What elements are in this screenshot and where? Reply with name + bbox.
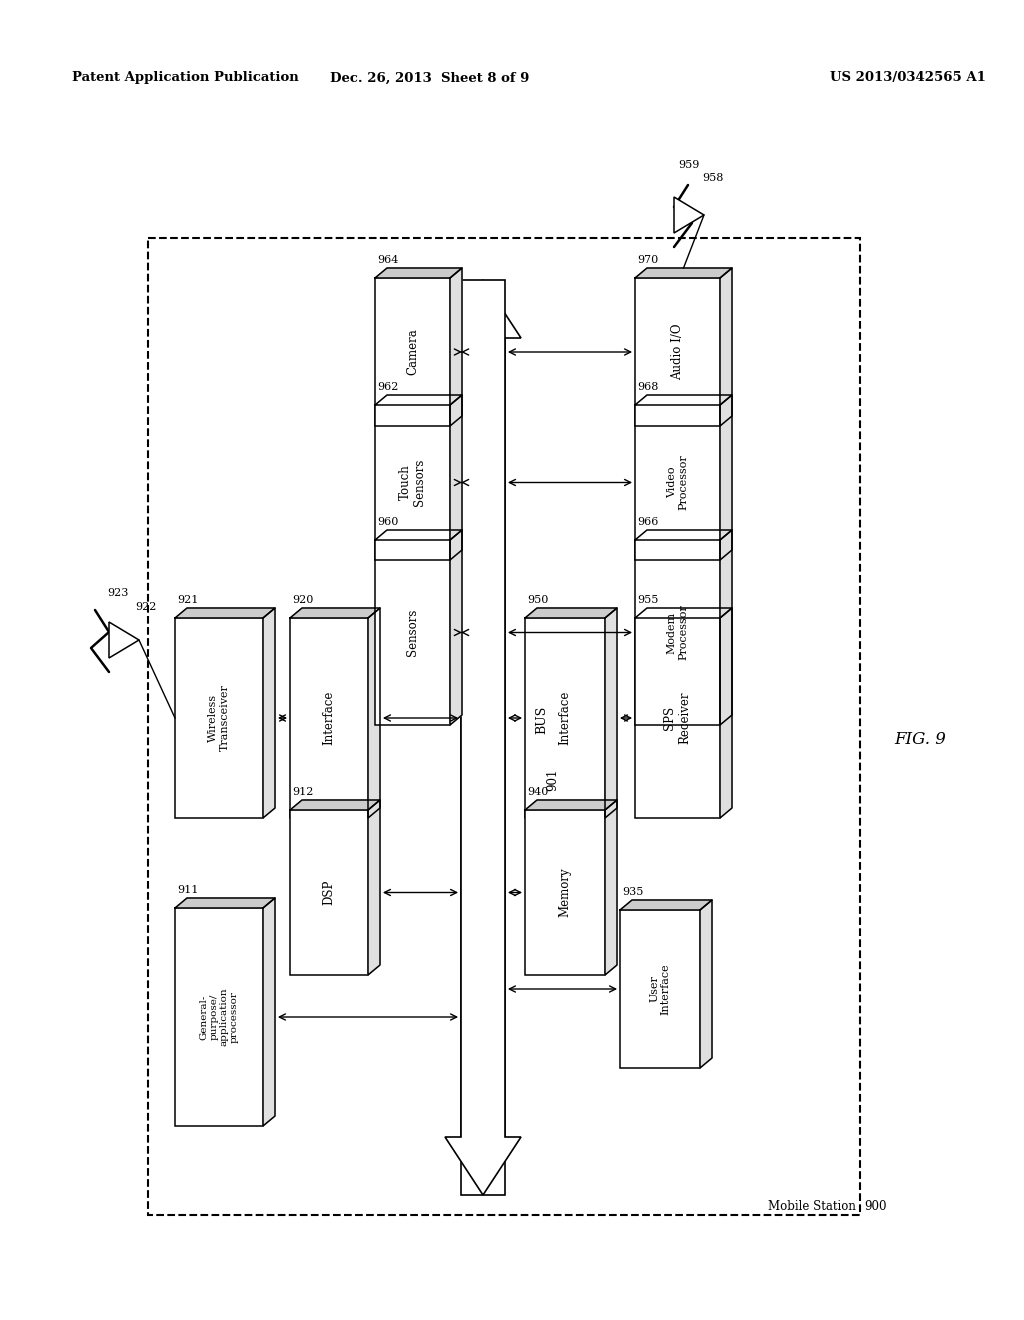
Text: 958: 958 bbox=[702, 173, 723, 183]
Text: FIG. 9: FIG. 9 bbox=[894, 731, 946, 748]
Polygon shape bbox=[635, 395, 732, 405]
Text: 923: 923 bbox=[106, 587, 128, 598]
Polygon shape bbox=[175, 609, 275, 618]
Text: 912: 912 bbox=[292, 787, 313, 797]
Polygon shape bbox=[450, 531, 462, 725]
Text: 960: 960 bbox=[377, 517, 398, 527]
Polygon shape bbox=[263, 898, 275, 1126]
Text: 921: 921 bbox=[177, 595, 199, 605]
Polygon shape bbox=[375, 395, 462, 405]
Polygon shape bbox=[635, 609, 732, 618]
Polygon shape bbox=[175, 898, 275, 908]
Polygon shape bbox=[720, 268, 732, 426]
Polygon shape bbox=[368, 609, 380, 818]
Text: 900: 900 bbox=[864, 1200, 887, 1213]
Bar bbox=[375, 405, 450, 560]
Bar bbox=[175, 618, 263, 818]
Polygon shape bbox=[290, 800, 380, 810]
Polygon shape bbox=[674, 197, 705, 234]
Polygon shape bbox=[525, 609, 617, 618]
Text: 940: 940 bbox=[527, 787, 549, 797]
Polygon shape bbox=[700, 900, 712, 1068]
Text: User
Interface: User Interface bbox=[649, 964, 671, 1015]
Text: Dec. 26, 2013  Sheet 8 of 9: Dec. 26, 2013 Sheet 8 of 9 bbox=[331, 71, 529, 84]
Polygon shape bbox=[263, 609, 275, 818]
Polygon shape bbox=[109, 622, 139, 657]
Text: General-
purpose/
application
processor: General- purpose/ application processor bbox=[199, 987, 239, 1047]
Bar bbox=[375, 279, 450, 426]
Text: Memory: Memory bbox=[558, 867, 571, 917]
Polygon shape bbox=[635, 531, 732, 540]
Text: 901: 901 bbox=[546, 768, 559, 791]
Bar bbox=[290, 810, 368, 975]
Bar bbox=[375, 540, 450, 725]
Text: Video
Processor: Video Processor bbox=[667, 454, 688, 511]
Text: Wireless
Transceiver: Wireless Transceiver bbox=[208, 685, 229, 751]
Polygon shape bbox=[368, 800, 380, 975]
Polygon shape bbox=[450, 268, 462, 426]
Bar bbox=[175, 908, 263, 1126]
Text: Camera: Camera bbox=[406, 329, 419, 375]
Polygon shape bbox=[290, 609, 380, 618]
Text: US 2013/0342565 A1: US 2013/0342565 A1 bbox=[830, 71, 986, 84]
Polygon shape bbox=[375, 268, 462, 279]
Polygon shape bbox=[635, 268, 732, 279]
Text: 962: 962 bbox=[377, 381, 398, 392]
Text: Modem
Processor: Modem Processor bbox=[667, 605, 688, 660]
Text: Interface: Interface bbox=[558, 690, 571, 746]
Text: BUS: BUS bbox=[535, 706, 548, 734]
Polygon shape bbox=[450, 395, 462, 560]
Text: SPS
Receiver: SPS Receiver bbox=[664, 692, 691, 744]
Text: Audio I/O: Audio I/O bbox=[671, 323, 684, 380]
Text: Touch
Sensors: Touch Sensors bbox=[398, 459, 427, 506]
Text: 959: 959 bbox=[678, 160, 699, 170]
Text: 935: 935 bbox=[622, 887, 643, 898]
Text: 968: 968 bbox=[637, 381, 658, 392]
Text: 950: 950 bbox=[527, 595, 549, 605]
Polygon shape bbox=[620, 900, 712, 909]
Bar bbox=[635, 618, 720, 818]
Bar bbox=[148, 238, 860, 1214]
Polygon shape bbox=[720, 531, 732, 725]
Bar bbox=[525, 618, 605, 818]
Text: 964: 964 bbox=[377, 255, 398, 265]
Bar bbox=[620, 909, 700, 1068]
Polygon shape bbox=[375, 531, 462, 540]
Bar bbox=[635, 405, 720, 560]
Bar bbox=[635, 279, 720, 426]
Polygon shape bbox=[525, 800, 617, 810]
Text: Sensors: Sensors bbox=[406, 609, 419, 656]
Text: 922: 922 bbox=[135, 602, 157, 612]
Text: 911: 911 bbox=[177, 884, 199, 895]
Polygon shape bbox=[605, 609, 617, 818]
Bar bbox=[525, 810, 605, 975]
Text: 955: 955 bbox=[637, 595, 658, 605]
Polygon shape bbox=[720, 395, 732, 560]
Bar bbox=[635, 540, 720, 725]
Text: 920: 920 bbox=[292, 595, 313, 605]
Polygon shape bbox=[605, 800, 617, 975]
Polygon shape bbox=[445, 280, 521, 1195]
Text: Interface: Interface bbox=[323, 690, 336, 746]
Polygon shape bbox=[720, 609, 732, 818]
Text: 970: 970 bbox=[637, 255, 658, 265]
Text: Mobile Station: Mobile Station bbox=[768, 1200, 856, 1213]
Polygon shape bbox=[445, 280, 521, 1195]
Text: Patent Application Publication: Patent Application Publication bbox=[72, 71, 299, 84]
Text: DSP: DSP bbox=[323, 880, 336, 906]
Text: 966: 966 bbox=[637, 517, 658, 527]
Bar bbox=[290, 618, 368, 818]
